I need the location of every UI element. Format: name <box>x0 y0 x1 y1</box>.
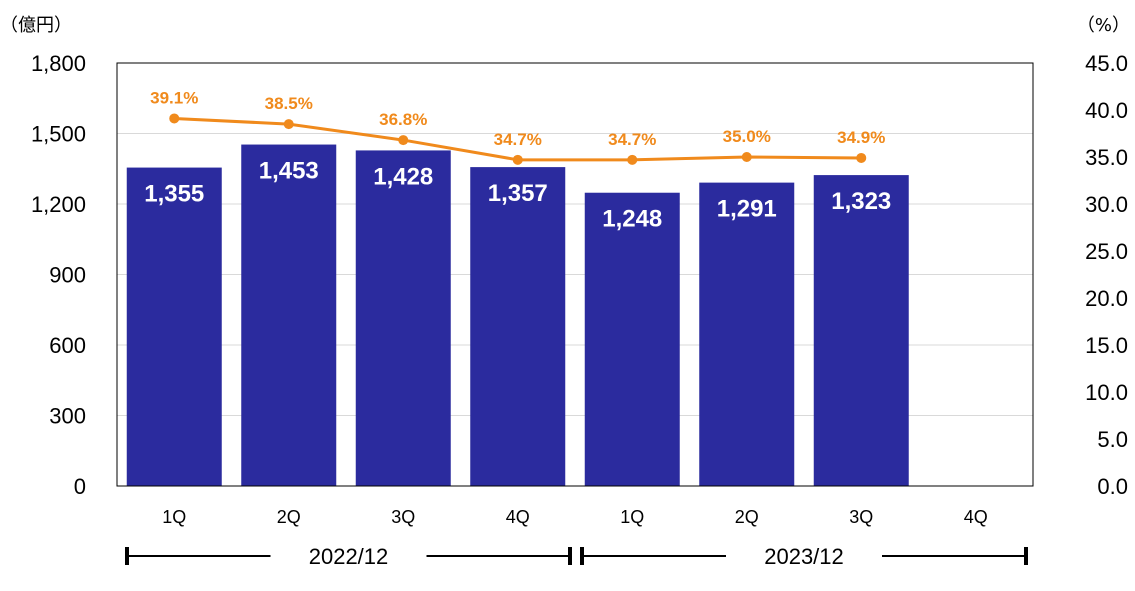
bar-value-label: 1,291 <box>717 196 777 223</box>
bar <box>126 167 222 486</box>
category-label: 2Q <box>735 507 759 527</box>
left-axis: 0 300 600 900 1,200 1,500 1,800 <box>31 51 86 499</box>
bar-value-label: 1,323 <box>831 188 891 215</box>
bar <box>355 150 451 487</box>
left-tick-label: 0 <box>74 474 86 499</box>
ratio-point <box>283 119 294 130</box>
category-label: 3Q <box>391 507 415 527</box>
group-label: 2022/12 <box>309 544 389 569</box>
ratio-point <box>398 135 409 146</box>
right-tick-label: 30.0 <box>1085 192 1128 217</box>
left-tick-label: 600 <box>49 333 86 358</box>
left-tick-label: 900 <box>49 263 86 288</box>
right-tick-label: 15.0 <box>1085 333 1128 358</box>
plot-area-frame <box>116 62 1034 487</box>
right-tick-label: 10.0 <box>1085 380 1128 405</box>
right-axis-unit: （%） <box>1077 15 1130 36</box>
ratio-value-label: 35.0% <box>723 127 771 146</box>
right-tick-label: 20.0 <box>1085 286 1128 311</box>
right-axis: 0.0 5.0 10.0 15.0 20.0 25.0 30.0 35.0 40.0 45.0 <box>1085 51 1128 499</box>
bar <box>699 182 795 487</box>
ratio-value-label: 34.9% <box>837 128 885 147</box>
left-tick-label: 300 <box>49 404 86 429</box>
category-axis: 1Q 2Q 3Q 4Q 1Q 2Q 3Q 4Q <box>162 507 988 527</box>
right-tick-label: 45.0 <box>1085 51 1128 76</box>
year-groups: 2022/12 2023/12 <box>125 544 1028 569</box>
ratio-value-label: 38.5% <box>265 94 313 113</box>
left-tick-label: 1,800 <box>31 51 86 76</box>
category-label: 2Q <box>277 507 301 527</box>
bar <box>470 167 566 487</box>
bar-value-label: 1,357 <box>488 180 548 207</box>
left-tick-label: 1,500 <box>31 122 86 147</box>
bar-value-label: 1,453 <box>259 158 319 185</box>
ratio-point <box>741 152 752 162</box>
bar <box>241 144 337 487</box>
bar-series: 1,355 1,453 1,428 1,357 1,248 1,291 1,323 <box>126 144 909 487</box>
ratio-line-series: 39.1% 38.5% 36.8% 34.7% 34.7% 35.0% 34.9% <box>150 88 885 165</box>
right-tick-label: 5.0 <box>1097 427 1128 452</box>
category-label: 4Q <box>964 507 988 527</box>
bar-value-label: 1,248 <box>602 206 662 233</box>
ratio-value-label: 39.1% <box>150 88 198 107</box>
right-tick-label: 40.0 <box>1085 98 1128 123</box>
category-label: 3Q <box>849 507 873 527</box>
bar <box>813 175 909 486</box>
category-label: 4Q <box>506 507 530 527</box>
left-tick-label: 1,200 <box>31 192 86 217</box>
category-label: 1Q <box>620 507 644 527</box>
ratio-value-label: 34.7% <box>608 130 656 149</box>
ratio-point <box>856 152 867 163</box>
ratio-value-label: 34.7% <box>494 130 542 149</box>
category-label: 1Q <box>162 507 186 527</box>
bar-value-label: 1,428 <box>373 163 433 190</box>
right-tick-label: 0.0 <box>1097 474 1128 499</box>
ratio-point <box>627 154 638 165</box>
ratio-point <box>512 154 523 165</box>
bar-value-label: 1,355 <box>144 181 204 208</box>
right-tick-label: 25.0 <box>1085 239 1128 264</box>
ratio-point <box>169 113 180 124</box>
right-tick-label: 35.0 <box>1085 145 1128 170</box>
left-axis-unit: （億円） <box>0 15 72 36</box>
bar <box>584 192 680 486</box>
ratio-value-label: 36.8% <box>379 110 427 129</box>
group-label: 2023/12 <box>764 544 844 569</box>
